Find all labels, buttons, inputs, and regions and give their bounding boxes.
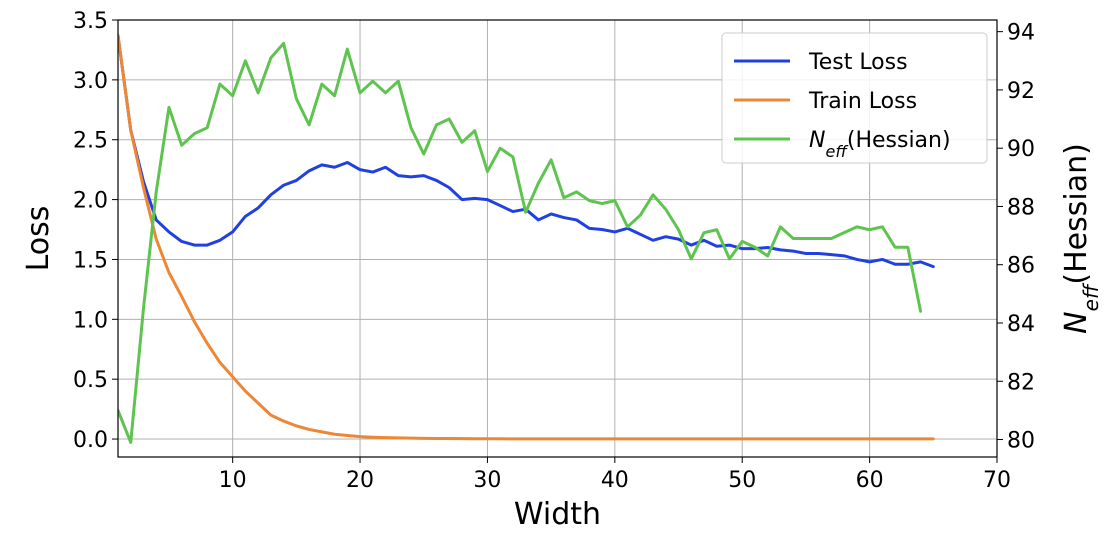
series-neff-hessian — [118, 41, 923, 444]
y-left-tick-label: 3.0 — [73, 69, 108, 94]
plot-frame — [117, 19, 998, 458]
y-axis-right-label-rest: (Hessian) — [1059, 143, 1094, 284]
x-tick-label: 20 — [346, 468, 374, 493]
legend-label-train-loss: Train Loss — [808, 89, 917, 114]
y-right-tick-label: 88 — [1007, 195, 1035, 220]
series-lines — [118, 34, 935, 444]
legend-label-neff-rest: (Hessian) — [847, 128, 951, 153]
y-left-tick-label: 0.5 — [73, 368, 108, 393]
y-right-tick-label: 84 — [1007, 312, 1035, 337]
x-tick-label: 70 — [983, 468, 1011, 493]
x-tick-label: 10 — [219, 468, 247, 493]
y-right-tick-label: 92 — [1007, 79, 1035, 104]
y-right-tick-label: 82 — [1007, 370, 1035, 395]
x-tick-label: 60 — [856, 468, 884, 493]
x-axis-label: Width — [514, 497, 601, 532]
legend-label-test-loss: Test Loss — [808, 50, 908, 75]
y-right-tick-label: 86 — [1007, 254, 1035, 279]
y-right-tick-label: 94 — [1007, 21, 1035, 46]
y-right-tick-label: 90 — [1007, 137, 1035, 162]
legend-label-neff: Neff(Hessian) — [809, 128, 951, 161]
axis-ticks: 10 20 30 40 50 60 70 0.0 0.5 1.0 1.5 2.0 2.5 3.0 3.5 80… — [73, 9, 1035, 493]
y-axis-right-label: Neff(Hessian) — [1059, 143, 1103, 334]
legend-label-neff-sub: eff — [825, 142, 849, 161]
y-left-tick-label: 3.5 — [73, 9, 108, 34]
y-left-tick-label: 1.0 — [73, 308, 108, 333]
legend-box — [721, 32, 988, 164]
x-tick-label: 30 — [473, 468, 501, 493]
legend-label-neff-main: N — [809, 128, 825, 153]
series-train-loss — [118, 34, 935, 441]
y-left-tick-label: 2.5 — [73, 129, 108, 154]
legend: Test Loss Train Loss Neff(Hessian) — [721, 32, 988, 164]
y-left-tick-label: 0.0 — [73, 428, 108, 453]
y-axis-right-label-sub: eff — [1079, 282, 1103, 311]
x-tick-label: 40 — [601, 468, 629, 493]
y-right-tick-label: 80 — [1007, 429, 1035, 454]
y-left-tick-label: 1.5 — [73, 248, 108, 273]
y-axis-right-label-main: N — [1059, 311, 1094, 333]
y-left-tick-label: 2.0 — [73, 189, 108, 214]
y-axis-left-label: Loss — [21, 206, 56, 272]
x-tick-label: 50 — [728, 468, 756, 493]
